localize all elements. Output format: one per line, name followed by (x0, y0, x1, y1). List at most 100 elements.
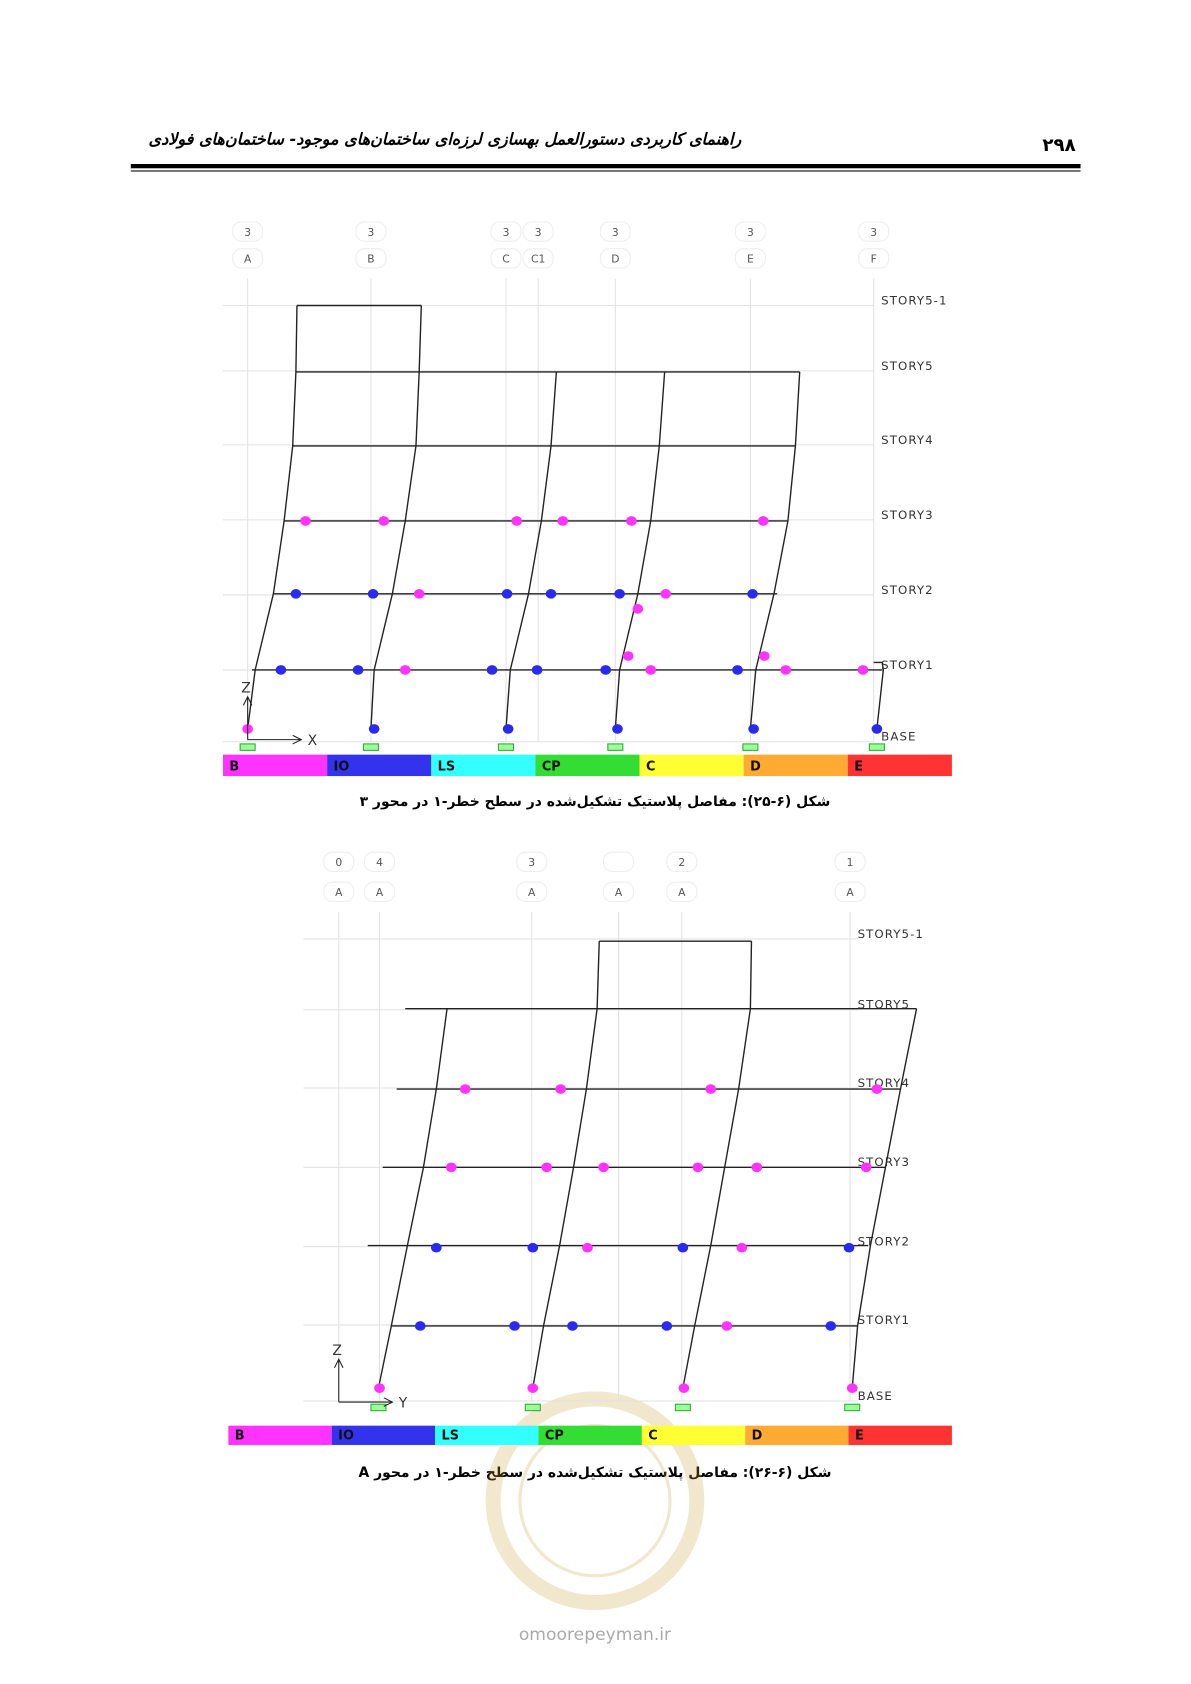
hinge (545, 589, 557, 599)
story-label: STORY5 (858, 998, 911, 1012)
hinge (414, 1321, 426, 1331)
hinge (290, 589, 302, 599)
story-label: STORY5-1 (881, 293, 947, 307)
story-label: STORY4 (858, 1076, 911, 1090)
legend-label: B (229, 760, 239, 775)
support (239, 743, 256, 751)
hinge (780, 665, 792, 675)
legend-swatch (327, 754, 432, 777)
header-rule (130, 164, 1081, 169)
legend-label: B (235, 1429, 245, 1444)
legend-label: CP (545, 1429, 564, 1444)
legend-label: IO (338, 1429, 354, 1444)
support (607, 743, 624, 751)
hinge (660, 589, 672, 599)
legend-swatch (228, 1425, 332, 1445)
hinge (598, 1162, 609, 1173)
hinge (871, 724, 883, 734)
hinge (692, 1162, 704, 1173)
axis-label: X (308, 733, 318, 749)
grid-bubble (355, 221, 387, 242)
support (868, 743, 885, 751)
hinge (527, 1242, 539, 1253)
hinge (758, 651, 770, 661)
hinge (511, 516, 523, 526)
grid-bubble (599, 221, 631, 242)
hinge (502, 724, 514, 734)
hinge (509, 1321, 520, 1331)
support (370, 1403, 387, 1412)
hinge (555, 1084, 567, 1094)
grid-bubble (323, 851, 355, 873)
hinge (300, 516, 311, 526)
hinge (661, 1321, 673, 1331)
grid-number: 4 (376, 856, 383, 869)
grid-letter: D (611, 253, 619, 266)
grid-letter: A (376, 886, 384, 899)
story-label: STORY5 (881, 359, 934, 373)
grid-bubble (516, 881, 548, 903)
grid-bubble (490, 221, 522, 242)
support (362, 743, 379, 751)
hinge (747, 589, 758, 599)
legend-swatch (223, 754, 328, 777)
axis-arrow (242, 695, 303, 745)
legend-swatch (538, 1425, 642, 1445)
caption: شکل (۶-۲۵): مفاصل پلاستیک تشکیل‌شده در س… (360, 794, 831, 810)
grid-bubble (603, 881, 635, 903)
hinge (541, 1162, 553, 1173)
support (497, 743, 515, 751)
hinge (445, 1162, 457, 1173)
story-label: STORY1 (881, 658, 934, 672)
grid-number: 3 (612, 226, 619, 239)
legend-label: E (854, 760, 863, 775)
header-title: راهنمای کاربردی دستورالعمل بهسازی لرزه‌ا… (149, 130, 742, 150)
legend-label: IO (334, 760, 350, 775)
hinge (567, 1321, 578, 1331)
legend-swatch (641, 1425, 746, 1445)
legend-swatch (745, 1425, 849, 1445)
legend-label: LS (438, 760, 455, 775)
grid-bubble (834, 881, 866, 903)
grid-number: 3 (535, 226, 542, 239)
hinge (399, 665, 411, 675)
grid-bubble (734, 248, 766, 269)
grid-bubble (522, 221, 554, 242)
frame-member (749, 371, 801, 729)
grid-bubble (232, 248, 264, 269)
hinge (825, 1321, 837, 1331)
legend-swatch (331, 1425, 436, 1445)
hinge (374, 1383, 385, 1393)
grid-letter: A (335, 886, 343, 899)
hinge (622, 651, 634, 661)
watermark-text: omoorepeyman.ir (519, 1625, 672, 1645)
legend-label: E (855, 1429, 864, 1444)
support (844, 1403, 861, 1412)
grid-letter: F (871, 253, 877, 266)
grid-number: 3 (244, 226, 251, 239)
hinge (721, 1321, 733, 1331)
legend-label: C (646, 760, 655, 775)
hinge (275, 665, 287, 675)
hinge (871, 1084, 883, 1094)
hinge (732, 665, 743, 675)
legend-swatch (848, 1425, 952, 1445)
grid-bubble (363, 881, 396, 903)
hinge (531, 665, 543, 675)
hinge (486, 665, 498, 675)
grid-bubble (522, 248, 554, 269)
hinge (614, 589, 625, 599)
grid-bubble (666, 851, 698, 873)
legend-label: D (752, 1429, 763, 1444)
frame-member (873, 661, 885, 729)
grid-letter: B (367, 253, 374, 266)
legend-swatch (639, 754, 744, 777)
hinge (677, 1242, 689, 1253)
hinge (582, 1242, 593, 1253)
hinge (751, 1162, 763, 1173)
support (524, 1403, 541, 1412)
grid-bubble (599, 248, 631, 269)
hinge (860, 1162, 872, 1173)
grid-letter: A (615, 886, 623, 899)
